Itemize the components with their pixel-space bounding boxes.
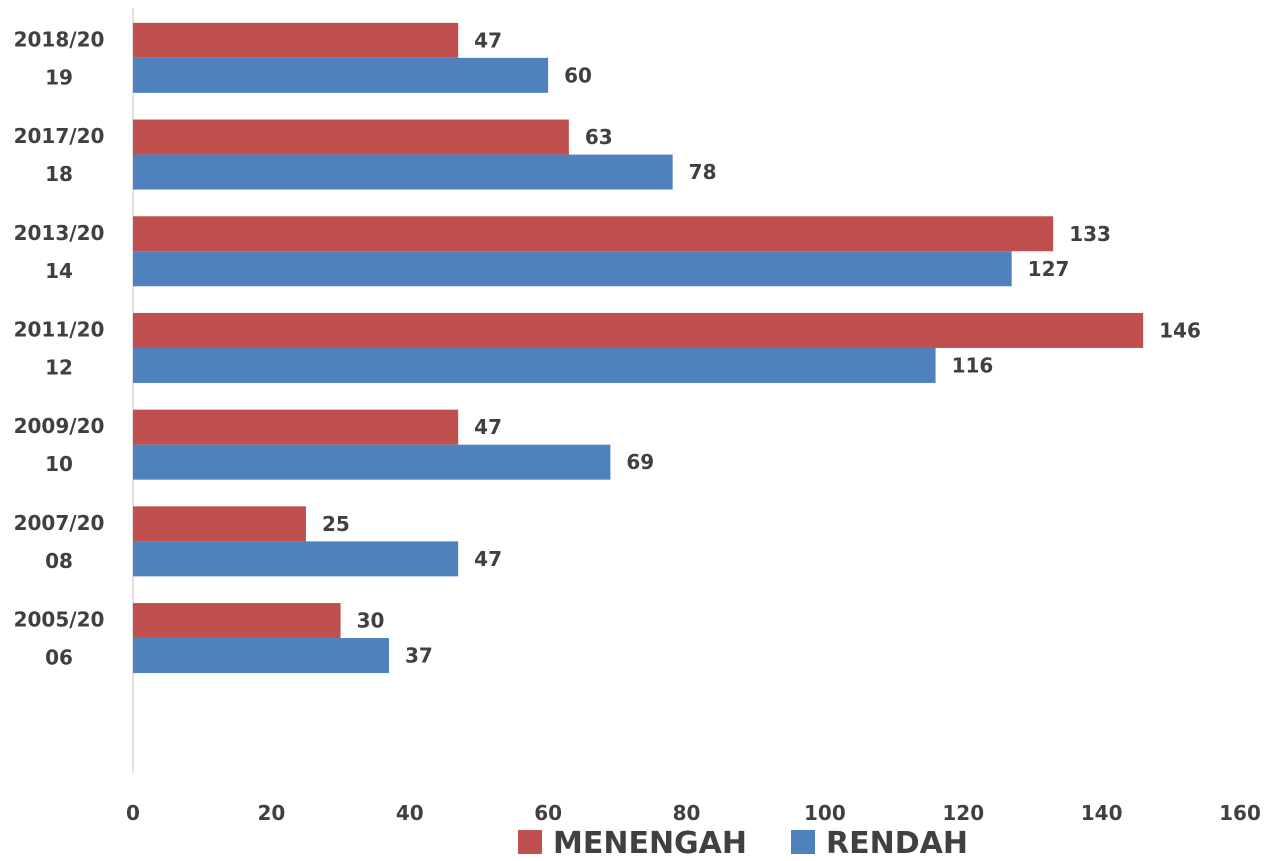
bar-menengah-2	[133, 119, 569, 155]
bar-menengah-3	[133, 216, 1054, 252]
x-tick-label-120: 120	[942, 801, 984, 825]
legend-swatch-menengah	[518, 830, 542, 854]
legend-swatch-rendah	[791, 830, 815, 854]
data-label-rendah-6: 47	[474, 547, 502, 571]
category-label-5: 2009/20 10	[14, 414, 105, 476]
bar-rendah-4	[133, 347, 936, 383]
data-label-menengah-1: 47	[474, 28, 502, 52]
bar-rendah-2	[133, 154, 673, 190]
data-label-rendah-4: 116	[952, 353, 994, 377]
bar-menengah-5	[133, 409, 459, 445]
category-label-4: 2011/20 12	[14, 317, 105, 379]
data-label-menengah-2: 63	[585, 125, 613, 149]
bar-rendah-1	[133, 57, 549, 93]
data-label-rendah-7: 37	[405, 644, 433, 668]
x-tick-label-60: 60	[534, 801, 562, 825]
data-label-rendah-3: 127	[1028, 257, 1070, 281]
x-tick-label-40: 40	[396, 801, 424, 825]
bar-rendah-7	[133, 638, 389, 674]
x-tick-label-20: 20	[257, 801, 285, 825]
data-label-rendah-1: 60	[564, 63, 592, 87]
bar-menengah-1	[133, 22, 459, 58]
bar-menengah-4	[133, 312, 1144, 348]
data-label-rendah-5: 69	[626, 450, 654, 474]
legend: MENENGAH RENDAH	[518, 826, 968, 861]
category-label-1: 2018/20 19	[14, 27, 105, 89]
category-label-6: 2007/20 08	[14, 511, 105, 573]
bar-menengah-7	[133, 603, 341, 639]
x-tick-label-140: 140	[1081, 801, 1123, 825]
legend-label-menengah: MENENGAH	[553, 826, 747, 856]
category-label-3: 2013/20 14	[14, 221, 105, 283]
data-label-menengah-3: 133	[1069, 222, 1111, 246]
bar-rendah-3	[133, 251, 1012, 287]
data-label-rendah-2: 78	[689, 160, 717, 184]
x-tick-label-80: 80	[673, 801, 701, 825]
x-tick-label-160: 160	[1219, 801, 1261, 825]
x-tick-label-100: 100	[804, 801, 846, 825]
category-label-2: 2017/20 18	[14, 124, 105, 186]
data-label-menengah-4: 146	[1159, 318, 1201, 342]
x-tick-label-0: 0	[126, 801, 140, 825]
bar-menengah-6	[133, 506, 306, 542]
category-label-7: 2005/20 06	[14, 608, 105, 670]
data-label-menengah-5: 47	[474, 415, 502, 439]
bar-rendah-5	[133, 444, 611, 480]
labels-layer: 47 60 2018/20 19 63 78 2017/20 18 133 127 2013/20 1…	[14, 27, 1261, 825]
bars-layer	[133, 22, 1144, 674]
data-label-menengah-6: 25	[322, 512, 350, 536]
bar-rendah-6	[133, 541, 459, 577]
legend-label-rendah: RENDAH	[826, 826, 968, 856]
data-label-menengah-7: 30	[357, 609, 385, 633]
